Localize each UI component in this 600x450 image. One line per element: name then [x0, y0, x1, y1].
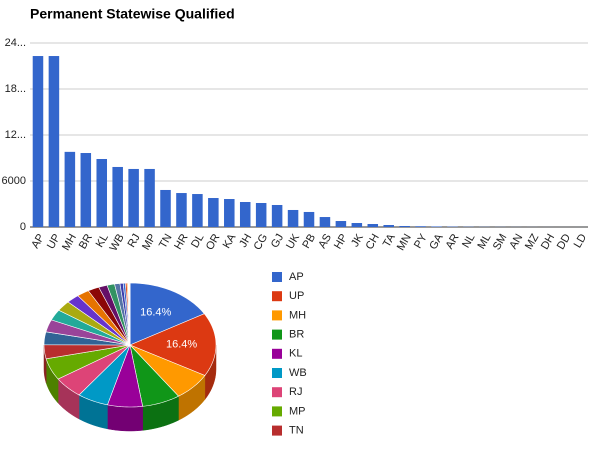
legend-label: WB: [289, 367, 307, 379]
bar: [255, 203, 267, 227]
slice: [45, 319, 131, 346]
slice: [77, 290, 131, 346]
bar: [208, 198, 219, 227]
bar: [239, 202, 251, 227]
chart-title: Permanent Statewise Qualified: [30, 6, 235, 22]
bar: [32, 56, 44, 228]
bar: [415, 226, 426, 227]
legend-swatch: [272, 406, 282, 417]
y-tick-label: 24...: [5, 37, 26, 49]
y-tick-label: 0: [20, 221, 26, 233]
bar: [128, 168, 139, 227]
legend-label: UP: [289, 290, 304, 302]
slice: [129, 344, 206, 397]
bar: [112, 166, 123, 227]
bar: [64, 151, 76, 227]
slice-label: 16.4%: [140, 307, 171, 319]
legend-swatch: [272, 368, 282, 378]
legend-swatch: [272, 272, 282, 282]
x-tick-label: KL: [94, 232, 111, 250]
legend-swatch: [272, 291, 282, 302]
bar: [271, 204, 283, 227]
slice: [78, 344, 131, 406]
legend-label: MP: [289, 405, 306, 417]
slice: [87, 286, 131, 346]
slice-label: 16.4%: [166, 339, 197, 351]
slice: [67, 295, 131, 346]
bar: [303, 211, 315, 227]
y-tick-label: 12...: [5, 129, 26, 141]
slice: [107, 343, 144, 408]
x-tick-label: JH: [237, 232, 254, 250]
legend-swatch: [272, 387, 282, 398]
bar: [367, 224, 379, 227]
legend-label: TN: [289, 425, 304, 437]
slice: [129, 313, 217, 376]
x-tick-label: RJ: [126, 232, 143, 250]
bar: [224, 199, 235, 227]
slice: [58, 301, 131, 346]
bar: [399, 226, 410, 227]
bar: [431, 226, 442, 227]
bar: [351, 223, 363, 227]
legend-swatch: [272, 329, 282, 340]
legend-label: MH: [289, 309, 306, 321]
legend-swatch: [272, 425, 282, 436]
legend-label: AP: [289, 271, 304, 283]
slice: [43, 344, 131, 360]
bar: [287, 209, 299, 227]
slice: [129, 282, 205, 346]
bar: [383, 225, 394, 227]
legend-label: BR: [289, 329, 304, 341]
bar: [319, 217, 331, 227]
legend-label: RJ: [289, 386, 302, 398]
slice-side: [107, 404, 143, 432]
bar: [80, 153, 92, 227]
slice: [45, 344, 131, 380]
slice: [57, 344, 131, 396]
x-tick-label: JK: [349, 231, 366, 249]
bar: [192, 194, 203, 227]
slice: [129, 344, 179, 407]
legend-label: KL: [289, 348, 302, 360]
y-tick-label: 6000: [2, 175, 26, 187]
y-tick-label: 18...: [5, 83, 26, 95]
bar: [160, 189, 171, 227]
bar: [48, 56, 60, 228]
legend-swatch: [272, 348, 282, 359]
bar: [176, 193, 187, 227]
bar: [96, 158, 108, 227]
bar: [335, 221, 347, 227]
slice: [50, 309, 131, 346]
bar: [144, 168, 155, 227]
legend-swatch: [272, 310, 282, 321]
